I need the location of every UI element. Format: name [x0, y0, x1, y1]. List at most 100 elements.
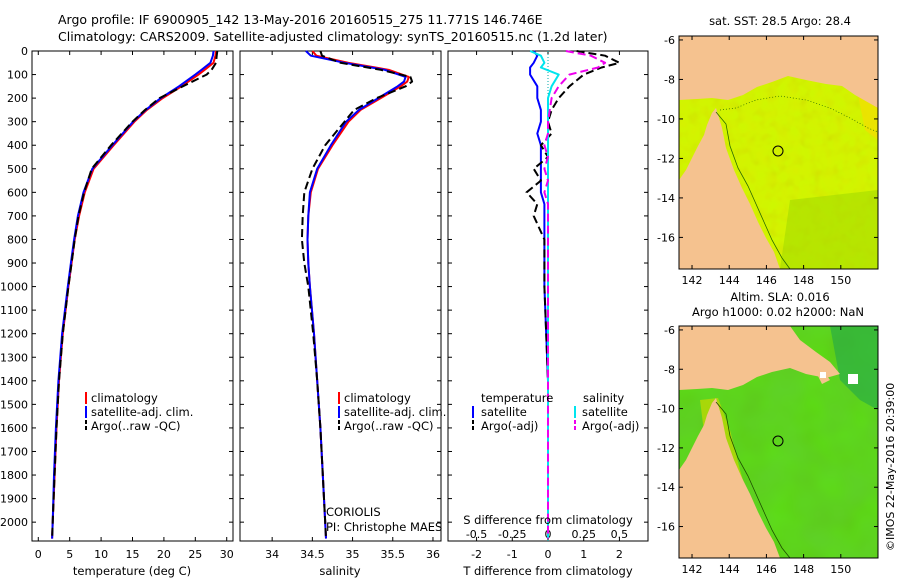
temperature-xtick-label-10: 10: [94, 548, 108, 561]
depth-tick-label-1000: 1000: [0, 281, 28, 294]
s-difference-tick-label--0.25: -0.25: [498, 528, 526, 541]
map2-land-australia: [679, 398, 780, 558]
difference-series-temperature-satellite: [529, 50, 549, 539]
temperature-xtick-label-30: 30: [220, 548, 234, 561]
salinity-xtick-label-34.5: 34.5: [300, 548, 325, 561]
salinity-series-satellite-adj-clim-: [305, 50, 407, 539]
depth-tick-label-400: 400: [7, 139, 28, 152]
legend-label-argo: Argo(..raw -QC): [91, 419, 181, 433]
annotation-pi: PI: Christophe MAES: [326, 520, 442, 534]
depth-tick-label-1600: 1600: [0, 422, 28, 435]
map1-xtick-label-150: 150: [830, 274, 851, 287]
temperature-legend: climatology satellite-adj. clim. Argo(..…: [85, 391, 193, 433]
depth-tick-label-200: 200: [7, 92, 28, 105]
s-difference-tick-label-0.5: 0.5: [611, 528, 629, 541]
salinity-axis-label: salinity: [319, 564, 360, 578]
depth-tick-label-1800: 1800: [0, 469, 28, 482]
map1-frame: [678, 35, 879, 270]
salinity-xtick-label-35.5: 35.5: [381, 548, 406, 561]
temperature-series-satellite-adj-clim-: [51, 50, 215, 539]
map2-xtick-label-148: 148: [793, 563, 814, 576]
map2-title: Altim. SLA: 0.016: [730, 290, 829, 304]
legend-label-satellite: satellite-adj. clim.: [91, 405, 193, 419]
map1-ytick-label--6: -6: [664, 34, 675, 47]
depth-tick-label-2000: 2000: [0, 516, 28, 529]
map1-xtick-label-146: 146: [756, 274, 777, 287]
map1-land-png: [679, 36, 878, 108]
map2-ytick-label--6: -6: [664, 324, 675, 337]
map2-ytick-label--8: -8: [664, 363, 675, 376]
salinity-series-argo-raw-qc-: [300, 50, 414, 539]
map2-ytick-label--14: -14: [657, 481, 675, 494]
map1-ytick-label--10: -10: [657, 113, 675, 126]
map1-ytick-label--12: -12: [657, 152, 675, 165]
legend-label-t-argo: Argo(-adj): [481, 419, 538, 433]
difference-xtick-label-1: 1: [580, 548, 587, 561]
depth-tick-label-1300: 1300: [0, 351, 28, 364]
legend-label-climatology: climatology: [344, 391, 411, 405]
difference-xtick-label--1: -1: [507, 548, 518, 561]
difference-xtick-label--2: -2: [471, 548, 482, 561]
map2-ytick-label--16: -16: [657, 521, 675, 534]
map1: [679, 36, 878, 269]
salinity-panel-frame: [239, 50, 442, 542]
salinity-xtick-label-35: 35: [346, 548, 360, 561]
map1-profile-marker: [772, 145, 784, 157]
map2-ytick-label--10: -10: [657, 403, 675, 416]
map2-nodata-2: [848, 374, 858, 384]
map2-xtick-label-142: 142: [682, 563, 703, 576]
depth-tick-label-1100: 1100: [0, 304, 28, 317]
temperature-series-climatology: [51, 50, 217, 539]
map2-land-png: [679, 326, 840, 390]
header-line2: Climatology: CARS2009. Satellite-adjuste…: [58, 29, 608, 44]
legend-label-t-satellite: satellite: [481, 405, 527, 419]
map2-xtick-label-146: 146: [756, 563, 777, 576]
map2-frame: [678, 325, 879, 559]
legend-label-argo: Argo(..raw -QC): [344, 419, 434, 433]
depth-tick-label-300: 300: [7, 116, 28, 129]
depth-tick-label-100: 100: [7, 69, 28, 82]
map1-ytick-label--14: -14: [657, 192, 675, 205]
difference-series-salinity-argo-adj-: [543, 50, 607, 539]
map2-nodata-1: [820, 372, 826, 378]
header-line1: Argo profile: IF 6900905_142 13-May-2016…: [58, 12, 543, 27]
legend-label-climatology: climatology: [91, 391, 158, 405]
map1-xtick-label-148: 148: [793, 274, 814, 287]
depth-tick-label-700: 700: [7, 210, 28, 223]
map1-land-australia: [679, 108, 780, 269]
map1-xtick-label-142: 142: [682, 274, 703, 287]
legend-label-s-satellite: satellite: [582, 405, 628, 419]
legend-heading-salinity: salinity: [583, 391, 624, 405]
difference-xtick-label-2: 2: [616, 548, 623, 561]
credit-label: ©IMOS 22-May-2016 20:39:00: [884, 383, 897, 551]
t-difference-axis-label: T difference from climatology: [462, 564, 633, 578]
map2-profile-marker: [772, 435, 784, 447]
salinity-xtick-label-36: 36: [426, 548, 440, 561]
map2-dark-patch-ne: [830, 326, 878, 410]
temperature-xtick-label-5: 5: [66, 548, 73, 561]
difference-xtick-label-0: 0: [545, 548, 552, 561]
s-difference-tick-label--0.5: -0.5: [466, 528, 487, 541]
legend-label-s-argo: Argo(-adj): [582, 419, 639, 433]
depth-tick-label-1900: 1900: [0, 493, 28, 506]
map2-reef-contour: [715, 401, 791, 558]
map1-title: sat. SST: 28.5 Argo: 28.4: [709, 14, 851, 28]
map2-xtick-label-144: 144: [719, 563, 740, 576]
map1-ytick-label--8: -8: [664, 73, 675, 86]
depth-tick-label-0: 0: [21, 45, 28, 58]
depth-tick-label-1700: 1700: [0, 445, 28, 458]
depth-tick-label-500: 500: [7, 163, 28, 176]
temperature-xtick-label-25: 25: [188, 548, 202, 561]
map2: [679, 326, 878, 558]
map2-ytick-label--12: -12: [657, 442, 675, 455]
depth-tick-label-1500: 1500: [0, 398, 28, 411]
temperature-series-argo-raw-qc-: [51, 50, 219, 539]
annotation-coriolis: CORIOLIS: [326, 505, 381, 519]
s-difference-axis-label: S difference from climatology: [463, 513, 633, 527]
depth-tick-label-1400: 1400: [0, 375, 28, 388]
depth-tick-label-800: 800: [7, 233, 28, 246]
difference-legend: temperature salinity satellite Argo(-adj…: [472, 391, 639, 433]
legend-heading-temperature: temperature: [481, 391, 553, 405]
map1-ytick-label--16: -16: [657, 231, 675, 244]
